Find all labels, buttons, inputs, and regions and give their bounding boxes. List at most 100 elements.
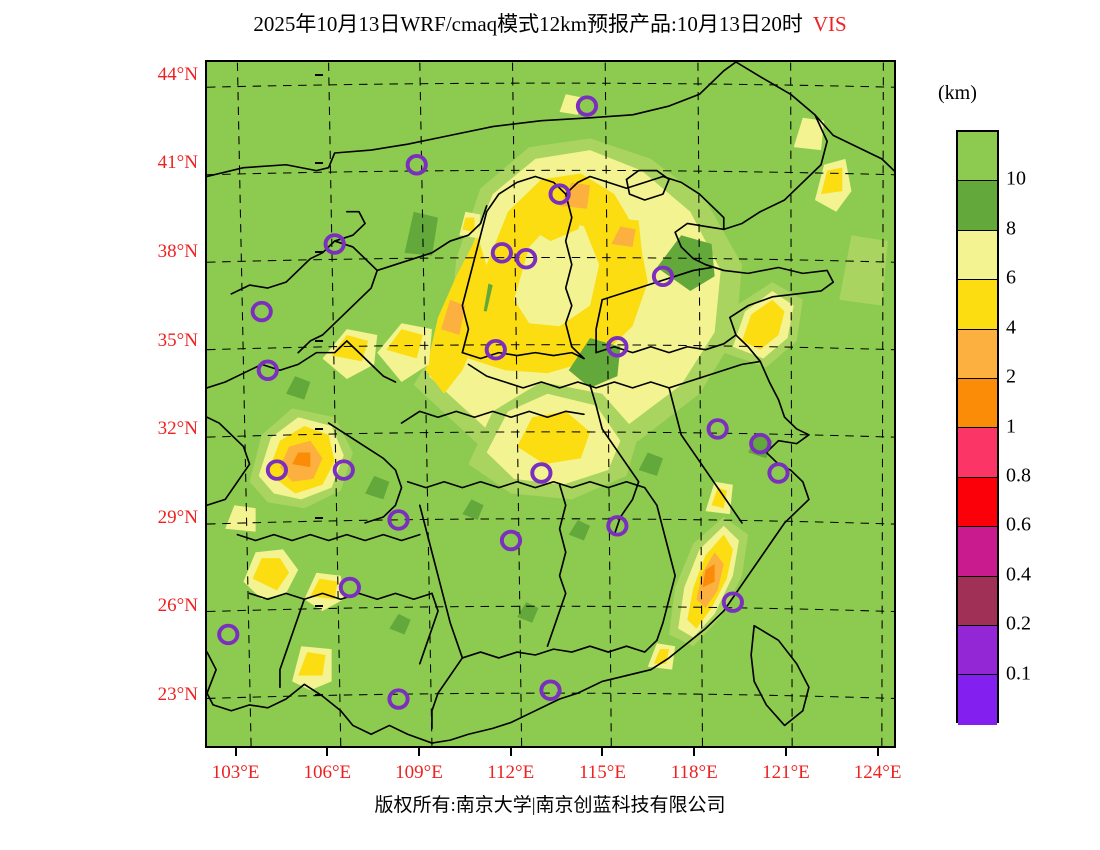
colorbar-segment-0.2-0.4 (958, 576, 997, 627)
station-marker[interactable] (548, 183, 571, 205)
title-variable-label: VIS (812, 12, 847, 36)
x-axis-label-124: 124°E (853, 762, 902, 783)
x-axis-tick-103 (234, 748, 237, 756)
x-axis-label-121: 121°E (762, 762, 810, 783)
station-marker[interactable] (338, 576, 361, 599)
colorbar-segment-1-2 (958, 379, 997, 429)
station-marker[interactable] (606, 336, 629, 358)
x-axis-label-115: 115°E (578, 762, 626, 783)
station-marker[interactable] (515, 247, 538, 270)
field-speckles (286, 376, 773, 635)
station-marker[interactable] (749, 432, 772, 455)
y-axis-tick-32 (315, 428, 323, 431)
y-axis-label-32: 32°N (157, 418, 198, 440)
y-axis-label-23: 23°N (157, 683, 198, 705)
station-marker[interactable] (499, 529, 523, 552)
x-axis-tick-124 (876, 748, 879, 756)
copyright-footer: 版权所有:南京大学|南京创蓝科技有限公司 (374, 795, 726, 816)
y-axis-tick-26 (315, 605, 323, 608)
station-marker[interactable] (405, 154, 428, 176)
colorbar-segment-0.1-0.2 (958, 626, 997, 676)
colorbar-label-0.4: 0.4 (1006, 563, 1031, 586)
field-yunnan-guizhou (225, 505, 344, 691)
colorbar-tick-labels: 10 8 6 4 2 1 0.8 0.6 0.4 0.2 0.1 (1006, 130, 1096, 723)
station-marker[interactable] (721, 591, 744, 613)
colorbar-label-10: 10 (1006, 167, 1026, 190)
x-axis-tick-118 (693, 748, 696, 756)
x-axis: 103°E 106°E 109°E 112°E 115°E 118°E 121°E 124°E (205, 748, 902, 788)
y-axis-tick-38 (315, 250, 323, 253)
station-marker[interactable] (387, 509, 410, 531)
field-shanxi-shaanxi (322, 235, 490, 394)
y-axis-tick-35 (315, 339, 323, 342)
x-axis-tick-121 (784, 748, 787, 756)
x-axis-tick-115 (601, 748, 604, 756)
colorbar-segment-0.4-0.6 (958, 527, 997, 577)
colorbar-segment-4-6 (958, 280, 997, 330)
x-axis-label-109: 109°E (395, 762, 443, 783)
y-axis-label-44: 44°N (157, 63, 198, 85)
station-marker[interactable] (651, 265, 675, 288)
station-markers (217, 95, 790, 710)
colorbar-label-0.2: 0.2 (1006, 612, 1031, 635)
station-marker[interactable] (265, 459, 289, 481)
station-marker[interactable] (387, 688, 410, 710)
station-marker[interactable] (575, 95, 599, 117)
colorbar-label-0.1: 0.1 (1006, 662, 1031, 685)
colorbar-label-2: 2 (1006, 365, 1016, 388)
y-axis-label-38: 38°N (157, 240, 198, 262)
y-axis-label-35: 35°N (157, 329, 198, 351)
colorbar-segment-0.6-0.8 (958, 477, 997, 528)
y-axis-label-26: 26°N (157, 595, 198, 617)
y-axis-tick-44 (315, 73, 323, 76)
colorbar-label-6: 6 (1006, 266, 1016, 289)
y-axis-label-41: 41°N (157, 152, 198, 174)
map-canvas (207, 62, 894, 746)
x-axis-label-118: 118°E (670, 762, 718, 783)
map-plot-area[interactable] (205, 60, 896, 748)
y-axis-tick-41 (315, 162, 323, 165)
station-marker[interactable] (256, 359, 279, 381)
station-marker[interactable] (332, 459, 355, 481)
x-axis-tick-112 (509, 748, 512, 756)
colorbar-segment-8-10 (958, 181, 997, 231)
colorbar-label-0.8: 0.8 (1006, 464, 1031, 487)
station-marker[interactable] (706, 418, 729, 440)
station-marker[interactable] (250, 300, 273, 323)
x-axis-tick-106 (326, 748, 329, 756)
colorbar-segment-0.8-1 (958, 428, 997, 478)
station-marker[interactable] (323, 233, 346, 255)
colorbar[interactable] (956, 130, 999, 725)
station-marker[interactable] (767, 462, 790, 484)
field-fujian-coast (647, 481, 749, 670)
colorbar-segment->10 (958, 132, 997, 182)
y-axis: 44°N 41°N 38°N 35°N 32°N 29°N 26°N 23°N (118, 60, 323, 748)
map-borders (207, 62, 894, 744)
colorbar-label-8: 8 (1006, 217, 1016, 240)
colorbar-label-0.6: 0.6 (1006, 513, 1031, 536)
colorbar-segment-6-8 (958, 230, 997, 281)
station-marker[interactable] (606, 515, 629, 537)
colorbar-label-4: 4 (1006, 316, 1016, 339)
field-henan-hubei (468, 381, 639, 500)
y-axis-tick-29 (315, 516, 323, 519)
y-axis-tick-23 (315, 693, 323, 696)
station-marker[interactable] (217, 623, 240, 646)
station-marker[interactable] (539, 679, 562, 701)
colorbar-segment-2-4 (958, 329, 997, 380)
x-axis-label-112: 112°E (487, 762, 535, 783)
title-main-text: 2025年10月13日WRF/cmaq模式12km预报产品:10月13日20时 (253, 12, 803, 36)
y-axis-label-29: 29°N (157, 506, 198, 528)
station-marker[interactable] (490, 242, 513, 264)
station-marker[interactable] (484, 338, 507, 361)
x-axis-tick-109 (418, 748, 421, 756)
x-axis-label-106: 106°E (303, 762, 352, 783)
station-marker[interactable] (530, 462, 553, 484)
x-axis-label-103: 103°E (211, 762, 260, 783)
colorbar-label-1: 1 (1006, 415, 1016, 437)
page-title: 2025年10月13日WRF/cmaq模式12km预报产品:10月13日20时 V… (0, 8, 1100, 38)
colorbar-segment-<0.1 (958, 675, 997, 725)
field-northeast (404, 94, 888, 306)
map-gridlines (207, 62, 894, 746)
